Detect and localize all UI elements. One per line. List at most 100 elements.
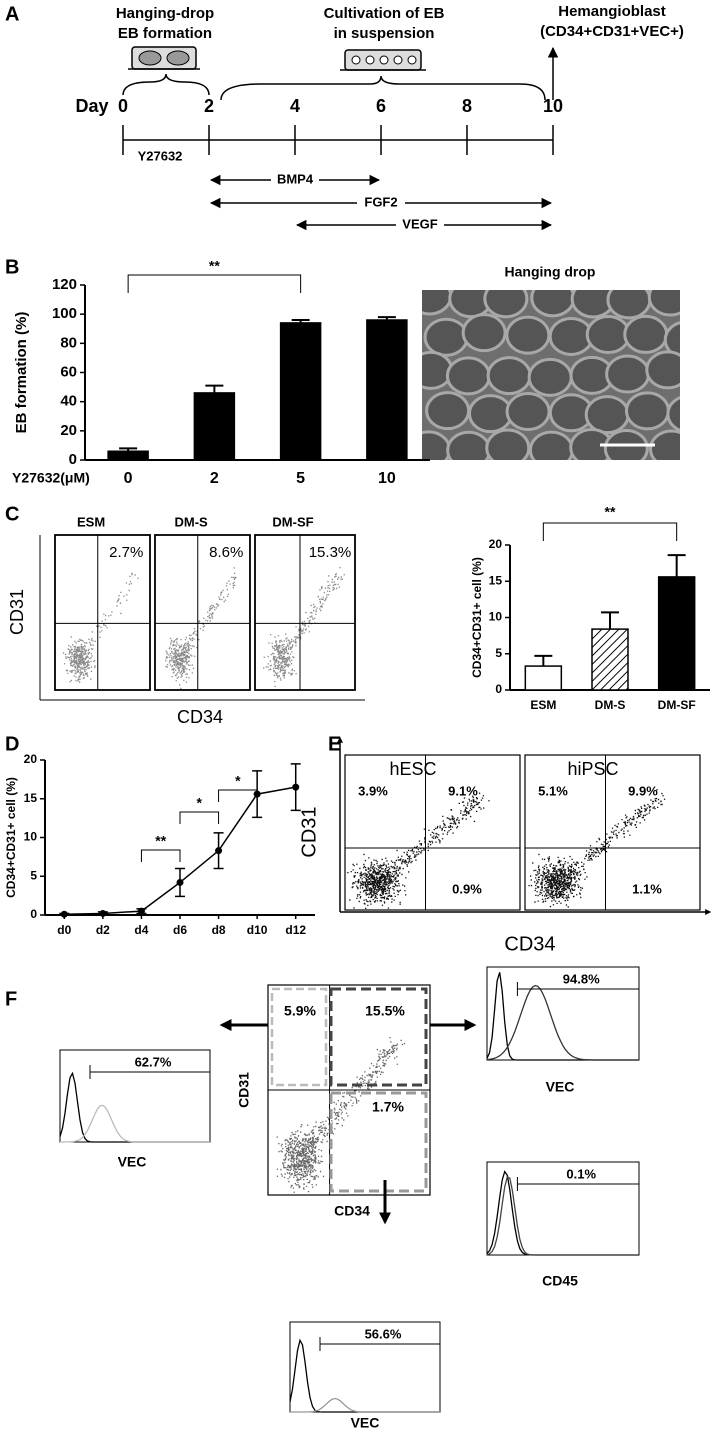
- micrograph-title: Hanging drop: [505, 264, 596, 280]
- eb-body: [528, 430, 574, 460]
- histogram-frame: [289, 1321, 441, 1413]
- eb-body: [584, 395, 630, 435]
- x-tick-label: d12: [285, 923, 306, 937]
- x-tick-label: d10: [247, 923, 268, 937]
- x-tick-label: 5: [296, 470, 305, 487]
- x-tick-label: 0: [124, 470, 133, 487]
- day-number: 0: [118, 96, 128, 116]
- eb-body: [606, 290, 652, 320]
- significance-bracket: [127, 274, 302, 293]
- quadrant-value: 3.9%: [358, 783, 388, 798]
- plot-frame: [154, 534, 251, 691]
- bar: [366, 319, 408, 461]
- plot-title: ESM: [77, 514, 105, 529]
- plot-frame: [524, 754, 701, 911]
- drop: [138, 50, 162, 66]
- eb-body: [605, 354, 651, 394]
- quadrant-value: 5.9%: [284, 1003, 316, 1019]
- y-tick-label: 0: [495, 682, 502, 696]
- histogram-curve: [60, 1104, 210, 1143]
- brace: [122, 73, 210, 96]
- x-tick-label: d8: [212, 923, 226, 937]
- y-tick-label: 0: [30, 907, 37, 921]
- significance: **: [155, 833, 166, 849]
- quadrant-value: 2.7%: [109, 544, 143, 561]
- quadrant-value: 15.3%: [309, 544, 352, 561]
- eb-body: [485, 428, 531, 460]
- day-number: 2: [204, 96, 214, 116]
- point: [99, 909, 107, 917]
- result-text: Hemangioblast: [558, 3, 666, 20]
- eb-body: [422, 350, 454, 390]
- x-tick-label: DM-SF: [658, 698, 696, 712]
- eb-body: [486, 356, 532, 396]
- y-tick-label: 60: [60, 363, 77, 380]
- step-text: Hanging-drop: [116, 5, 214, 22]
- x-tick-label: d0: [57, 923, 71, 937]
- dot-cloud: [347, 792, 490, 909]
- x-axis-label: Y27632(μM): [12, 470, 90, 486]
- y-axis-label: CD34+CD31+ cell (%): [470, 557, 484, 678]
- gate-box: [329, 987, 428, 1087]
- panel-letter: A: [5, 3, 19, 25]
- day-number: 10: [543, 96, 563, 116]
- day-label: Day: [75, 96, 108, 116]
- eb-body: [446, 430, 492, 460]
- label-bg: [271, 171, 319, 189]
- panel-letter: F: [5, 988, 17, 1010]
- y-tick-label: 15: [24, 791, 38, 805]
- gate-box: [270, 987, 328, 1087]
- histogram-label: VEC: [546, 1079, 575, 1095]
- eb-body: [461, 313, 507, 353]
- histogram-value: 56.6%: [365, 1326, 402, 1341]
- eb-body: [505, 315, 551, 355]
- y-tick-label: 20: [489, 537, 503, 551]
- dot-cloud: [165, 567, 237, 689]
- bar: [524, 665, 563, 691]
- y-tick-label: 5: [495, 646, 502, 660]
- panel-letter: B: [5, 256, 19, 278]
- y-tick-label: 5: [30, 868, 37, 882]
- bar: [107, 450, 149, 461]
- step-text: in suspension: [334, 25, 435, 42]
- y-tick-label: 20: [60, 422, 77, 439]
- eb-body: [623, 314, 669, 354]
- treatment: VEGF: [402, 216, 437, 231]
- x-tick-label: d4: [134, 923, 148, 937]
- eb-body: [663, 321, 680, 359]
- significance: **: [209, 258, 220, 274]
- eb: [379, 55, 389, 65]
- x-tick-label: d6: [173, 923, 187, 937]
- histogram-frame: [486, 1161, 640, 1256]
- histogram-curve: [486, 984, 639, 1061]
- eb-body: [624, 391, 670, 431]
- quadrant-value: 5.1%: [538, 783, 568, 798]
- treatment: BMP4: [277, 171, 314, 186]
- panel-letter: D: [5, 733, 19, 755]
- treatment: FGF2: [364, 194, 397, 209]
- eb-body: [422, 430, 452, 460]
- y-tick-label: 120: [52, 276, 77, 293]
- bar: [591, 628, 629, 691]
- y-tick-label: 80: [60, 334, 77, 351]
- quadrant-value: 9.9%: [628, 783, 658, 798]
- x-tick-label: DM-S: [595, 698, 626, 712]
- plot-frame: [254, 534, 356, 691]
- day-number: 8: [462, 96, 472, 116]
- dot-cloud: [276, 1037, 406, 1193]
- significance-bracket: [218, 789, 258, 802]
- histogram-curve: [486, 1175, 639, 1256]
- brace: [220, 75, 546, 101]
- plot-title: DM-S: [174, 514, 208, 529]
- x-tick-label: ESM: [530, 698, 556, 712]
- eb-body: [425, 391, 471, 431]
- point: [137, 907, 145, 915]
- histogram-value: 62.7%: [135, 1054, 172, 1069]
- plot-frame: [344, 754, 521, 911]
- eb-body: [649, 429, 680, 460]
- y-tick-label: 20: [24, 752, 38, 766]
- day-number: 6: [376, 96, 386, 116]
- plot-frame: [54, 534, 151, 691]
- bar: [279, 322, 322, 461]
- y-axis-label: CD34+CD31+ cell (%): [4, 777, 18, 898]
